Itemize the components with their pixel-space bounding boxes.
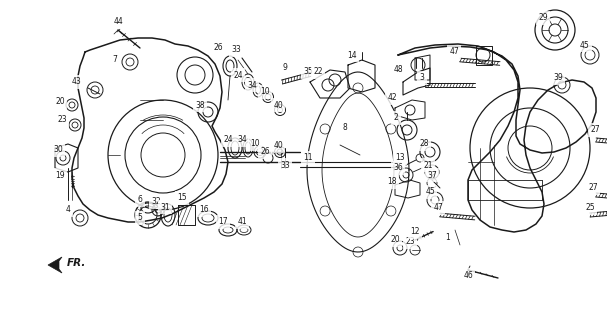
Text: 28: 28 — [419, 140, 429, 148]
Text: 36: 36 — [393, 164, 403, 172]
Text: 23: 23 — [57, 116, 67, 124]
Text: 40: 40 — [273, 141, 283, 150]
Text: 18: 18 — [387, 178, 397, 187]
Text: 5: 5 — [138, 213, 143, 222]
Text: 23: 23 — [405, 237, 415, 246]
Text: 4: 4 — [66, 205, 70, 214]
Text: 30: 30 — [53, 146, 63, 155]
Text: 22: 22 — [313, 68, 323, 76]
Text: 10: 10 — [250, 140, 260, 148]
Text: 24: 24 — [233, 70, 243, 79]
Text: 45: 45 — [580, 41, 590, 50]
Text: 16: 16 — [199, 205, 209, 214]
Text: 20: 20 — [390, 236, 400, 244]
Text: 11: 11 — [304, 154, 313, 163]
Text: 1: 1 — [446, 234, 450, 243]
Text: 37: 37 — [427, 171, 437, 180]
Text: 8: 8 — [342, 124, 347, 132]
Text: 34: 34 — [247, 81, 257, 90]
Text: 41: 41 — [237, 218, 247, 227]
Text: 33: 33 — [280, 161, 290, 170]
Text: 24: 24 — [223, 135, 233, 145]
Text: 39: 39 — [553, 74, 563, 83]
Text: 13: 13 — [395, 154, 405, 163]
Text: 40: 40 — [273, 100, 283, 109]
Text: 10: 10 — [260, 87, 270, 97]
Text: 34: 34 — [237, 135, 247, 145]
Text: 7: 7 — [112, 55, 117, 65]
Text: 29: 29 — [538, 13, 548, 22]
Text: 31: 31 — [160, 203, 170, 212]
Text: 17: 17 — [218, 218, 228, 227]
Text: 35: 35 — [303, 68, 313, 76]
Text: 21: 21 — [423, 161, 433, 170]
Text: 3: 3 — [419, 74, 424, 83]
Text: 44: 44 — [113, 18, 123, 27]
Text: 25: 25 — [585, 204, 595, 212]
Text: 14: 14 — [347, 51, 357, 60]
Text: 12: 12 — [410, 228, 420, 236]
Text: 38: 38 — [195, 100, 205, 109]
Text: 33: 33 — [231, 45, 241, 54]
Text: 15: 15 — [177, 194, 187, 203]
Text: 9: 9 — [283, 63, 288, 73]
Text: FR.: FR. — [67, 258, 86, 268]
Text: 46: 46 — [463, 270, 473, 279]
Text: 20: 20 — [55, 98, 65, 107]
Text: 47: 47 — [449, 47, 459, 57]
Text: 48: 48 — [393, 66, 403, 75]
Polygon shape — [48, 257, 62, 273]
Text: 47: 47 — [433, 204, 443, 212]
Text: 42: 42 — [387, 93, 397, 102]
Text: 2: 2 — [393, 114, 398, 123]
Text: 27: 27 — [588, 183, 598, 193]
Text: 45: 45 — [425, 188, 435, 196]
Text: 26: 26 — [260, 148, 270, 156]
Text: 27: 27 — [590, 125, 600, 134]
Text: 19: 19 — [55, 171, 65, 180]
Text: 32: 32 — [151, 197, 161, 206]
Text: 43: 43 — [72, 77, 82, 86]
Text: 6: 6 — [138, 196, 143, 204]
Text: 26: 26 — [213, 44, 223, 52]
